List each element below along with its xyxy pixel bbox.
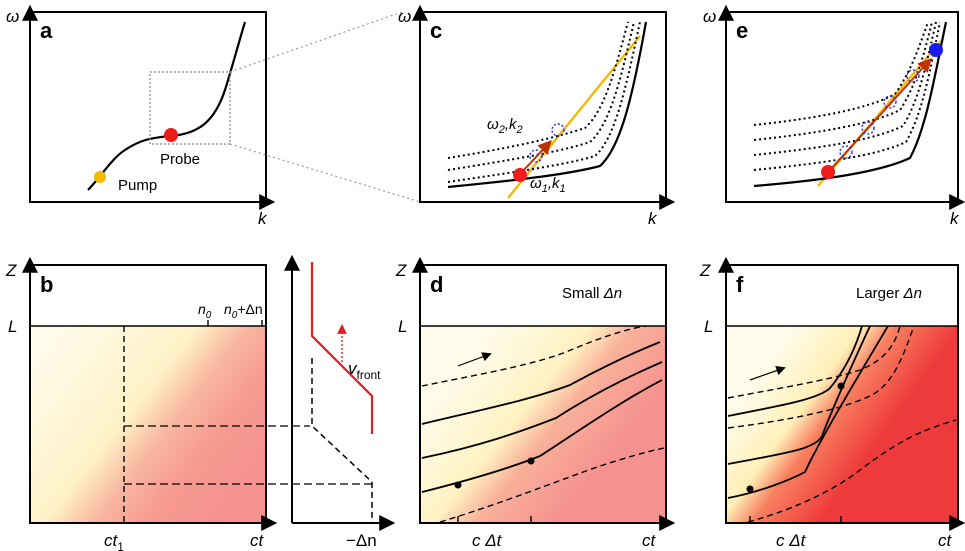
panel-f-title: Larger Δn: [856, 285, 922, 302]
transition-arrow: [521, 139, 552, 173]
e-dotted-2: [753, 21, 941, 171]
e-dotted-3: [753, 21, 937, 156]
zoom-line-top: [229, 11, 403, 73]
ct1-label: ct1: [104, 531, 124, 551]
panel-c-letter: c: [430, 18, 442, 43]
profile-x-label: −Δn: [346, 531, 377, 550]
profile-current: [310, 262, 374, 434]
pump-dot: [94, 171, 106, 183]
d-dashed-1: [421, 325, 647, 387]
index-profile: vfront −Δn: [284, 254, 396, 550]
e-dashed-1: [839, 145, 853, 159]
d-solid-3: [421, 379, 663, 493]
panel-b-x-label: ct: [250, 531, 265, 550]
panel-f-medium: [726, 326, 958, 523]
d-solid-2: [421, 361, 663, 459]
dispersion-curve-dotted-1: [447, 21, 641, 183]
panel-f: f Z L Larger Δn c Δt ct: [699, 256, 965, 550]
e-dashed-4: [906, 69, 920, 83]
f-dot-1: [746, 485, 754, 493]
e-dotted-5: [753, 21, 929, 126]
panel-e-x-label: k: [950, 209, 960, 228]
panel-f-y-label: Z: [699, 261, 711, 280]
f-dashed-3: [747, 419, 957, 523]
n0-label: n0: [198, 301, 212, 321]
f-solid-1: [727, 325, 863, 417]
probe-state-e: [821, 165, 835, 179]
zoom-line-bottom: [229, 143, 421, 203]
e-solid: [753, 21, 948, 188]
dashed-state-2: [551, 123, 565, 137]
dispersion-curve-dotted-2: [447, 21, 635, 171]
zoom-box: [149, 71, 231, 145]
final-state-e: [929, 43, 943, 57]
panel-d-medium: [420, 326, 666, 523]
profile-earlier: [311, 358, 373, 522]
panel-b-y-label: Z: [5, 261, 17, 280]
panel-a-frame: [29, 11, 267, 203]
panel-b: b Z L n0 n0+Δn ct1 ct: [5, 256, 372, 551]
propagation-direction-d: [457, 352, 492, 367]
pump-label: Pump: [118, 177, 157, 194]
panel-a-x-label: k: [258, 209, 268, 228]
front-line: [507, 35, 641, 199]
f-solid-2: [727, 325, 871, 465]
panel-a-letter: a: [40, 18, 53, 43]
panel-f-x-label: ct: [938, 531, 953, 550]
e-dotted-4: [753, 21, 933, 141]
panel-e: e ω k: [703, 4, 965, 228]
panel-f-L-label: L: [704, 317, 713, 336]
vfront-label: vfront: [348, 359, 381, 382]
d-dot-1: [454, 481, 462, 489]
panel-e-y-label: ω: [703, 7, 716, 26]
f-dashed-1: [727, 325, 901, 399]
panel-a-y-label: ω: [6, 7, 19, 26]
dashed-state-1: [529, 149, 543, 163]
panel-b-letter: b: [40, 272, 53, 297]
state1-label: ω1,k1: [530, 175, 566, 195]
panel-d-dt-label: c Δt: [472, 531, 503, 550]
dispersion-curve-dotted-3: [447, 21, 629, 159]
f-dashed-2: [727, 325, 915, 429]
panel-d: d Z L Small Δn c Δt ct: [395, 256, 676, 550]
panel-b-medium: [30, 326, 266, 523]
panel-d-letter: d: [430, 272, 443, 297]
propagation-direction-f: [749, 366, 786, 381]
d-dot-2: [527, 457, 535, 465]
probe-state-c: [513, 168, 527, 182]
panel-c: c ω k ω2,k2 ω1,k1: [398, 4, 676, 228]
panel-e-letter: e: [736, 18, 748, 43]
f-solid-3: [727, 325, 889, 499]
panel-d-y-label: Z: [395, 261, 407, 280]
panel-d-title: Small Δn: [562, 285, 622, 302]
probe-label: Probe: [160, 151, 200, 168]
panel-b-L-label: L: [8, 317, 17, 336]
f-dot-2: [837, 382, 845, 390]
transition-path-e: [829, 57, 932, 171]
e-dashed-3: [883, 95, 897, 109]
panel-f-dt-label: c Δt: [776, 531, 807, 550]
panel-f-letter: f: [736, 272, 744, 297]
probe-dot: [164, 128, 178, 142]
panel-e-frame: [725, 11, 959, 203]
panel-d-L-label: L: [398, 317, 407, 336]
panel-c-x-label: k: [648, 209, 658, 228]
n0dn-label: n0+Δn: [224, 301, 263, 321]
panel-a: a ω k Pump Probe: [6, 4, 276, 228]
panel-c-y-label: ω: [398, 7, 411, 26]
d-dashed-2: [439, 447, 665, 523]
d-solid-1: [421, 341, 661, 425]
dispersion-curve-solid: [447, 21, 648, 189]
panel-d-x-label: ct: [642, 531, 657, 550]
state2-label: ω2,k2: [487, 116, 523, 136]
e-dashed-2: [861, 121, 875, 135]
